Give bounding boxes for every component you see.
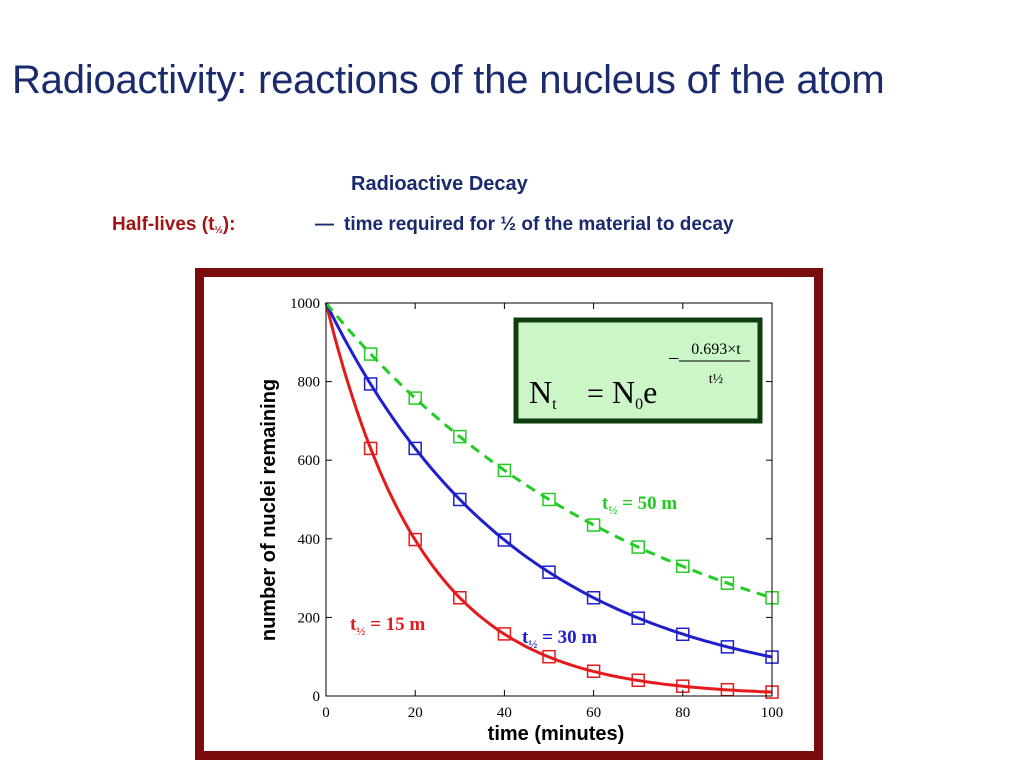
data-point-15m <box>542 649 556 664</box>
formula-rhs-subscript: 0 <box>635 396 643 413</box>
y-tick-label: 800 <box>298 375 321 391</box>
series-line-15m <box>324 302 773 694</box>
formula-exponent-denominator: t½ <box>709 372 723 387</box>
x-tick-label: 100 <box>761 705 784 721</box>
series-line-50m <box>324 302 773 600</box>
data-point-30m <box>720 640 735 654</box>
data-point-30m <box>631 611 645 625</box>
formula-equals: = <box>587 377 604 410</box>
data-point-30m <box>408 441 422 456</box>
series-label-50m: t½ = 50 m <box>602 493 677 517</box>
data-point-50m <box>676 559 690 574</box>
svg-text:Nt: Nt <box>529 374 557 413</box>
data-point-15m <box>408 532 422 547</box>
data-point-15m <box>453 591 467 605</box>
series-labels: t½ = 50 m t½ = 15 m t½ = 30 m <box>350 493 677 651</box>
data-point-50m <box>453 429 467 444</box>
chart-frame: 0 20 40 60 80 100 0 200 400 600 800 1000 number of … <box>195 268 823 760</box>
formula-exponent-numerator: 0.693×t <box>691 341 741 358</box>
data-point-50m <box>363 347 378 361</box>
data-point-30m <box>363 377 378 391</box>
data-point-15m <box>631 673 645 688</box>
data-point-15m <box>363 441 378 456</box>
data-point-50m <box>720 576 735 590</box>
formula-rhs-symbol: N <box>612 374 635 410</box>
half-life-term-suffix: ): <box>222 214 236 235</box>
y-tick-label: 1000 <box>290 296 320 312</box>
data-point-50m <box>542 492 556 507</box>
series-label-30m: t½ = 30 m <box>522 627 597 651</box>
data-point-50m <box>631 540 645 554</box>
formula-base: e <box>643 374 657 410</box>
y-tick-label: 200 <box>298 610 321 626</box>
x-tick-label: 20 <box>408 705 423 721</box>
data-point-30m <box>497 533 512 547</box>
y-tick-label: 0 <box>313 689 321 705</box>
half-life-term: Half-lives (t½): <box>112 214 235 236</box>
data-point-15m <box>586 664 601 678</box>
definition-dash: — <box>315 214 334 235</box>
half-life-term-prefix: Half-lives (t <box>112 214 215 235</box>
plot-area-border <box>325 302 773 697</box>
x-tick-label: 80 <box>675 705 690 721</box>
half-life-term-subscript: ½ <box>214 225 223 236</box>
formula-box: Nt = N0e − 0.693×t t½ <box>513 317 763 424</box>
data-point-50m <box>497 463 512 478</box>
y-tick-label: 400 <box>298 532 321 548</box>
slide-subtitle: Radioactive Decay <box>351 173 528 195</box>
y-tick-label: 600 <box>298 453 321 469</box>
data-point-30m <box>542 565 556 579</box>
definition-text: time required for ½ of the material to d… <box>344 214 734 235</box>
data-point-50m <box>408 391 422 405</box>
x-tick-label: 0 <box>322 705 330 721</box>
data-point-30m <box>676 627 690 642</box>
y-axis-title: number of nuclei remaining <box>258 379 280 641</box>
x-axis-title: time (minutes) <box>488 723 625 745</box>
x-tick-label: 60 <box>586 705 601 721</box>
data-point-15m <box>497 627 512 641</box>
curves-layer <box>324 302 773 694</box>
half-life-definition-row: Half-lives (t½): — time required for ½ of… <box>112 214 812 240</box>
data-point-30m <box>586 591 601 605</box>
series-label-15m: t½ = 15 m <box>350 614 425 638</box>
data-point-50m <box>586 518 601 532</box>
x-tick-label: 40 <box>497 705 512 721</box>
half-life-definition: — time required for ½ of the material to … <box>315 214 734 236</box>
svg-text:N0e: N0e <box>612 374 657 413</box>
formula-lhs-symbol: N <box>529 374 552 410</box>
formula-exponent-minus: − <box>668 348 679 370</box>
formula-lhs-subscript: t <box>552 396 557 413</box>
data-point-30m <box>453 492 467 507</box>
slide-title: Radioactivity: reactions of the nucleus … <box>12 58 885 102</box>
series-line-30m <box>324 302 773 659</box>
